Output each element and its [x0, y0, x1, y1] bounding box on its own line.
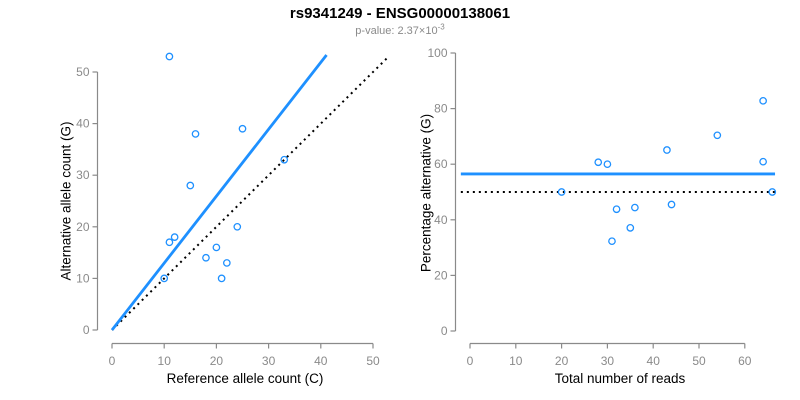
left-data-point: [191, 130, 200, 138]
right-x-tick-label: 40: [647, 354, 661, 368]
left-y-tick-label: 20: [76, 220, 90, 234]
pvalue-text: p-value: 2.37×10: [355, 25, 438, 37]
right-data-point: [667, 200, 676, 209]
right-y-tick-label: 40: [434, 213, 448, 227]
right-data-point: [759, 157, 767, 166]
right-data-point: [608, 237, 616, 246]
left-data-point: [160, 274, 169, 283]
right-data-point: [594, 158, 603, 167]
pvalue-exponent: -3: [437, 22, 445, 32]
left-x-tick-label: 0: [109, 354, 116, 368]
left-y-tick-label: 0: [83, 323, 90, 337]
identity-line: [111, 55, 390, 331]
right-y-tick-label: 60: [434, 157, 448, 171]
right-data-point: [603, 160, 612, 169]
left-data-point: [222, 259, 231, 267]
left-data-point: [217, 274, 226, 283]
left-data-point: [212, 243, 221, 252]
left-data-point: [165, 52, 174, 61]
right-y-tick-label: 80: [434, 102, 448, 116]
left-y-tick-label: 40: [76, 117, 90, 131]
right-y-tick-label: 100: [427, 46, 447, 60]
left-y-tick-label: 50: [76, 65, 90, 79]
right-data-point: [663, 146, 671, 154]
right-data-point: [768, 188, 777, 196]
right-data-point: [626, 224, 635, 232]
right-data-point: [713, 131, 722, 140]
right-data-point: [557, 188, 566, 196]
left-data-point: [202, 253, 210, 262]
right-x-tick-label: 10: [509, 354, 523, 368]
figure-subtitle: p-value: 2.37×10-3: [0, 22, 800, 37]
right-data-point: [631, 203, 639, 212]
left-x-tick-label: 40: [314, 354, 328, 368]
right-x-axis-title: Total number of reads: [554, 371, 686, 386]
right-data-point: [612, 205, 621, 214]
left-x-tick-label: 50: [366, 354, 380, 368]
left-data-point: [165, 238, 174, 247]
right-x-tick-label: 60: [738, 354, 752, 368]
right-y-tick-label: 0: [441, 324, 448, 338]
right-x-tick-label: 20: [555, 354, 569, 368]
left-y-tick-label: 10: [76, 271, 90, 285]
right-x-tick-label: 50: [692, 354, 706, 368]
left-data-point: [186, 181, 195, 190]
left-x-tick-label: 10: [158, 354, 172, 368]
figure-title: rs9341249 - ENSG00000138061: [289, 5, 511, 22]
right-y-axis-title: Percentage alternative (G): [418, 113, 434, 273]
left-x-axis-title: Reference allele count (C): [166, 371, 324, 386]
left-data-point: [238, 124, 247, 133]
right-data-point: [759, 96, 767, 105]
right-x-tick-label: 30: [601, 354, 615, 368]
left-x-tick-label: 20: [210, 354, 224, 368]
left-data-point: [233, 222, 242, 231]
right-x-tick-label: 0: [467, 354, 474, 368]
left-data-point: [280, 155, 289, 164]
left-x-tick-label: 30: [262, 354, 276, 368]
right-y-tick-label: 20: [434, 268, 448, 282]
left-y-tick-label: 30: [76, 168, 90, 182]
left-y-axis-title: Alternative allele count (G): [58, 121, 74, 281]
fitted-ratio-line: [110, 54, 328, 331]
left-data-point: [170, 233, 179, 241]
